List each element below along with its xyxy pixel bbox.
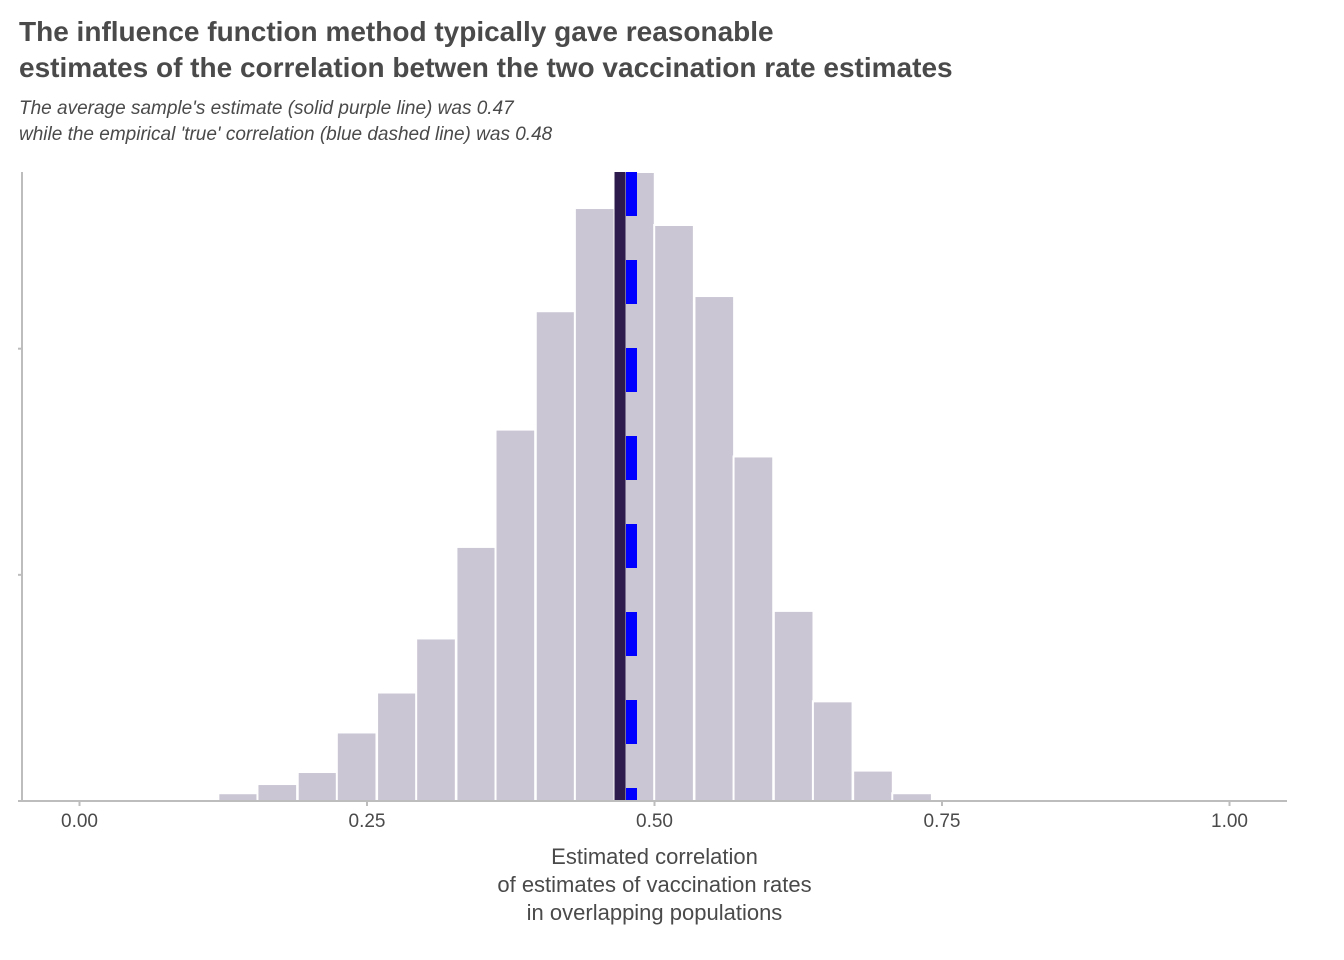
- histogram-bar: [376, 691, 418, 803]
- x-tick-label: 0.50: [636, 811, 673, 832]
- x-axis-label: Estimated correlation of estimates of vac…: [497, 844, 811, 925]
- histogram-bar: [534, 310, 577, 802]
- chart-subtitle: The average sample's estimate (solid pur…: [19, 96, 1319, 148]
- histogram-bar: [573, 207, 616, 802]
- histogram-bar: [455, 545, 498, 802]
- histogram-bar: [772, 609, 815, 803]
- histogram-bar: [415, 637, 457, 803]
- x-axis-label-line: in overlapping populations: [527, 900, 783, 925]
- histogram-bar: [335, 731, 378, 802]
- histogram-bar: [296, 771, 339, 803]
- histogram-bar: [811, 700, 854, 802]
- histogram-bar: [256, 783, 299, 803]
- histogram-bar: [653, 224, 695, 802]
- reference-lines: [614, 172, 637, 801]
- histogram-bar: [217, 792, 260, 802]
- histogram-bars: [217, 171, 933, 803]
- x-tick-label: 1.00: [1211, 811, 1248, 832]
- chart-title-line-2: estimates of the correlation betwen the …: [19, 52, 953, 83]
- histogram-bar: [891, 792, 933, 802]
- x-axis-ticks: 0.00 0.25 0.50 0.75 1.00: [61, 801, 1248, 832]
- x-tick-label: 0.75: [924, 811, 961, 832]
- x-axis-label-line: of estimates of vaccination rates: [497, 872, 811, 897]
- chart-title-line-1: The influence function method typically …: [19, 16, 774, 47]
- histogram-bar: [732, 455, 775, 802]
- y-axis-ticks: [18, 347, 22, 802]
- x-tick-label: 0.00: [61, 811, 98, 832]
- histogram-bar: [494, 428, 537, 802]
- x-tick-label: 0.25: [349, 811, 386, 832]
- chart-title: The influence function method typically …: [19, 14, 1319, 86]
- histogram-bar: [693, 295, 736, 802]
- chart-subtitle-line-2: while the empirical 'true' correlation (…: [19, 124, 553, 145]
- chart-subtitle-line-1: The average sample's estimate (solid pur…: [19, 98, 514, 119]
- histogram-bar: [852, 769, 894, 802]
- x-axis-label-line: Estimated correlation: [551, 844, 758, 869]
